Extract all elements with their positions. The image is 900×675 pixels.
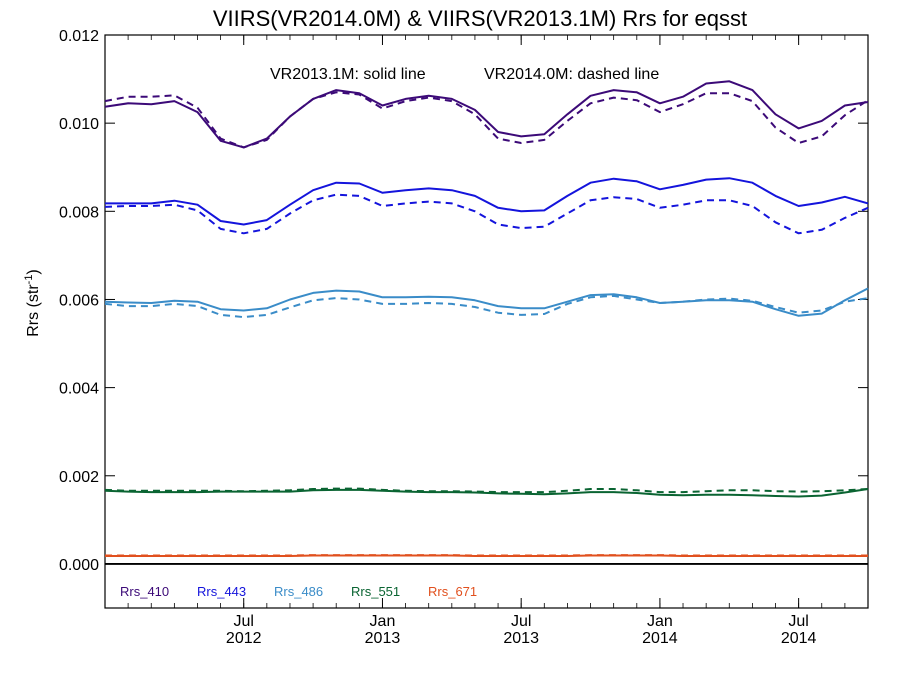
legend-entry-rrs-551: Rrs_551 — [351, 584, 400, 599]
y-tick-label: 0.000 — [59, 557, 99, 574]
legend-entry-rrs-671: Rrs_671 — [428, 584, 477, 599]
y-axis-label-main: Rrs (str — [25, 284, 42, 337]
annotation-solid-line: VR2013.1M: solid line — [270, 66, 426, 83]
x-tick-label-year: 2013 — [503, 630, 539, 647]
x-tick-label-month: Jan — [647, 613, 673, 630]
x-tick-label-year: 2014 — [642, 630, 678, 647]
legend-entry-rrs-410: Rrs_410 — [120, 584, 169, 599]
series-line-rrs-671-solid — [105, 554, 868, 557]
series-line-rrs-443-solid — [105, 177, 869, 226]
legend-entry-rrs-443: Rrs_443 — [197, 584, 246, 599]
y-axis-label-superscript: -1 — [23, 275, 35, 285]
x-tick-label-year: 2013 — [365, 630, 401, 647]
x-tick-label-month: Jan — [370, 613, 396, 630]
plot-frame — [104, 34, 869, 609]
x-tick-label-year: 2012 — [226, 630, 262, 647]
y-tick-label: 0.012 — [59, 28, 99, 45]
plot-area: 0.0000.0020.0040.0060.0080.0100.012Jul20… — [59, 28, 869, 647]
y-tick-label: 0.008 — [59, 204, 99, 221]
series-line-rrs-486-dashed — [104, 294, 869, 319]
series-line-rrs-486-solid — [104, 287, 869, 317]
series-line-rrs-551-solid — [104, 488, 869, 498]
y-axis-label: Rrs (str-1) — [23, 269, 42, 337]
legend-entry-rrs-486: Rrs_486 — [274, 584, 323, 599]
series-line-rrs-551-dashed — [104, 487, 869, 494]
x-tick-label-year: 2014 — [781, 630, 817, 647]
chart-title: VIIRS(VR2014.0M) & VIIRS(VR2013.1M) Rrs … — [213, 6, 747, 31]
y-axis-label-close: ) — [25, 269, 42, 274]
y-tick-label: 0.006 — [59, 292, 99, 309]
y-tick-label: 0.004 — [59, 381, 99, 398]
y-tick-label: 0.010 — [59, 116, 99, 133]
series-line-rrs-410-solid — [104, 80, 869, 149]
series-line-rrs-443-dashed — [104, 193, 869, 235]
series-line-rrs-410-dashed — [104, 91, 869, 149]
x-tick-label-month: Jul — [234, 613, 254, 630]
x-tick-label-month: Jul — [788, 613, 808, 630]
y-tick-label: 0.002 — [59, 469, 99, 486]
annotation-dashed-line: VR2014.0M: dashed line — [484, 66, 659, 83]
x-tick-label-month: Jul — [511, 613, 531, 630]
